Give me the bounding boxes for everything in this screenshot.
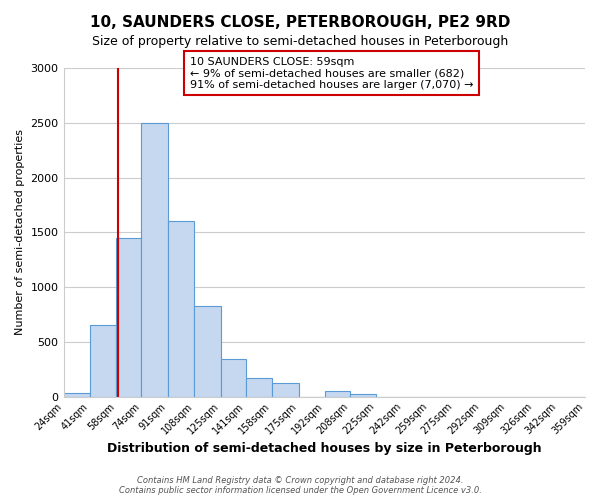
Text: Size of property relative to semi-detached houses in Peterborough: Size of property relative to semi-detach… (92, 35, 508, 48)
Bar (116, 238, 142, 396)
Bar (350, 394, 376, 396)
Bar (194, 306, 221, 396)
Text: Contains HM Land Registry data © Crown copyright and database right 2024.
Contai: Contains HM Land Registry data © Crown c… (119, 476, 481, 495)
Text: 10, SAUNDERS CLOSE, PETERBOROUGH, PE2 9RD: 10, SAUNDERS CLOSE, PETERBOROUGH, PE2 9R… (90, 15, 510, 30)
X-axis label: Distribution of semi-detached houses by size in Peterborough: Distribution of semi-detached houses by … (107, 442, 542, 455)
Bar (325, 391, 350, 396)
Bar (168, 222, 194, 396)
Bar (64, 394, 90, 396)
Bar (272, 384, 299, 396)
Bar (245, 378, 272, 396)
Bar (90, 326, 116, 396)
Y-axis label: Number of semi-detached properties: Number of semi-detached properties (15, 130, 25, 336)
Bar (142, 123, 168, 396)
Text: 10 SAUNDERS CLOSE: 59sqm
← 9% of semi-detached houses are smaller (682)
91% of s: 10 SAUNDERS CLOSE: 59sqm ← 9% of semi-de… (190, 56, 473, 90)
Bar (221, 360, 245, 397)
